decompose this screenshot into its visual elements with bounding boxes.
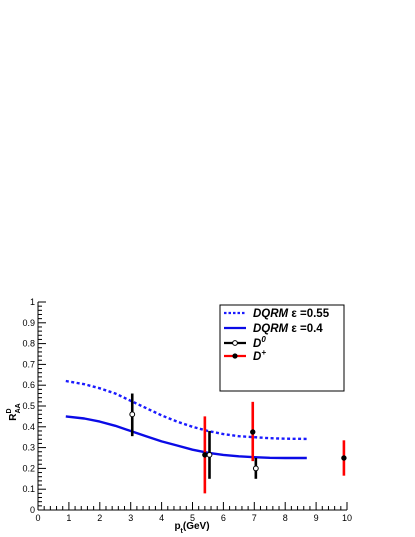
y-tick-label: 1 xyxy=(30,297,35,307)
legend-label-d0: D0 xyxy=(253,335,266,350)
x-tick-label: 7 xyxy=(252,513,257,523)
x-tick-label: 4 xyxy=(159,513,164,523)
series-3-point xyxy=(250,429,256,435)
tick-labels: 00.10.20.30.40.50.60.70.80.910 1 2 3 4 5 6 7 8 9 1… xyxy=(22,297,352,523)
x-tick-label: 6 xyxy=(221,513,226,523)
y-tick-label: 0.2 xyxy=(22,463,35,473)
legend-label-dplus: D+ xyxy=(253,348,266,363)
y-axis-title-sub: AA xyxy=(15,403,22,413)
legend: DQRM ε =0.55 DQRM ε =0.4 D0 D+ xyxy=(219,304,345,392)
x-tick-label: 10 xyxy=(342,513,352,523)
legend-box xyxy=(219,304,345,392)
y-axis-title-main: R xyxy=(8,413,19,421)
y-axis-title: RD AA xyxy=(6,403,22,420)
x-axis-title-main: p xyxy=(174,521,180,532)
x-tick-label: 1 xyxy=(66,513,71,523)
legend-label-dqrm-04: DQRM ε =0.4 xyxy=(253,323,323,335)
x-axis-title-sub: t xyxy=(181,528,184,535)
x-tick-label: 2 xyxy=(97,513,102,523)
y-tick-label: 0.6 xyxy=(22,380,35,390)
data-series xyxy=(65,379,347,494)
series-3-point xyxy=(202,452,208,458)
y-tick-label: 0 xyxy=(30,505,35,515)
y-tick-label: 0.8 xyxy=(22,339,35,349)
series-2-point xyxy=(129,411,136,418)
y-axis-title-sup: D xyxy=(6,408,13,413)
y-tick-label: 0.5 xyxy=(22,401,35,411)
x-axis-title: pt(GeV) xyxy=(174,521,209,535)
x-tick-label: 0 xyxy=(35,513,40,523)
y-tick-label: 0.7 xyxy=(22,359,35,369)
x-tick-label: 8 xyxy=(283,513,288,523)
series-2-point xyxy=(252,465,259,472)
series-2-point xyxy=(206,451,213,458)
legend-marker-dplus xyxy=(232,353,238,359)
y-tick-label: 0.9 xyxy=(22,318,35,328)
legend-marker-d0 xyxy=(232,340,238,346)
y-tick-label: 0.3 xyxy=(22,443,35,453)
legend-label-dqrm-055: DQRM ε =0.55 xyxy=(253,308,330,320)
x-tick-label: 3 xyxy=(128,513,133,523)
x-axis-title-rest: (GeV) xyxy=(183,521,210,532)
y-tick-label: 0.1 xyxy=(22,484,35,494)
series-0-curve xyxy=(65,379,307,441)
y-tick-label: 0.4 xyxy=(22,422,35,432)
x-tick-label: 5 xyxy=(190,513,195,523)
tick-marks xyxy=(37,301,348,511)
x-tick-label: 9 xyxy=(314,513,319,523)
series-3-point xyxy=(341,455,347,461)
series-1-curve xyxy=(65,415,307,460)
